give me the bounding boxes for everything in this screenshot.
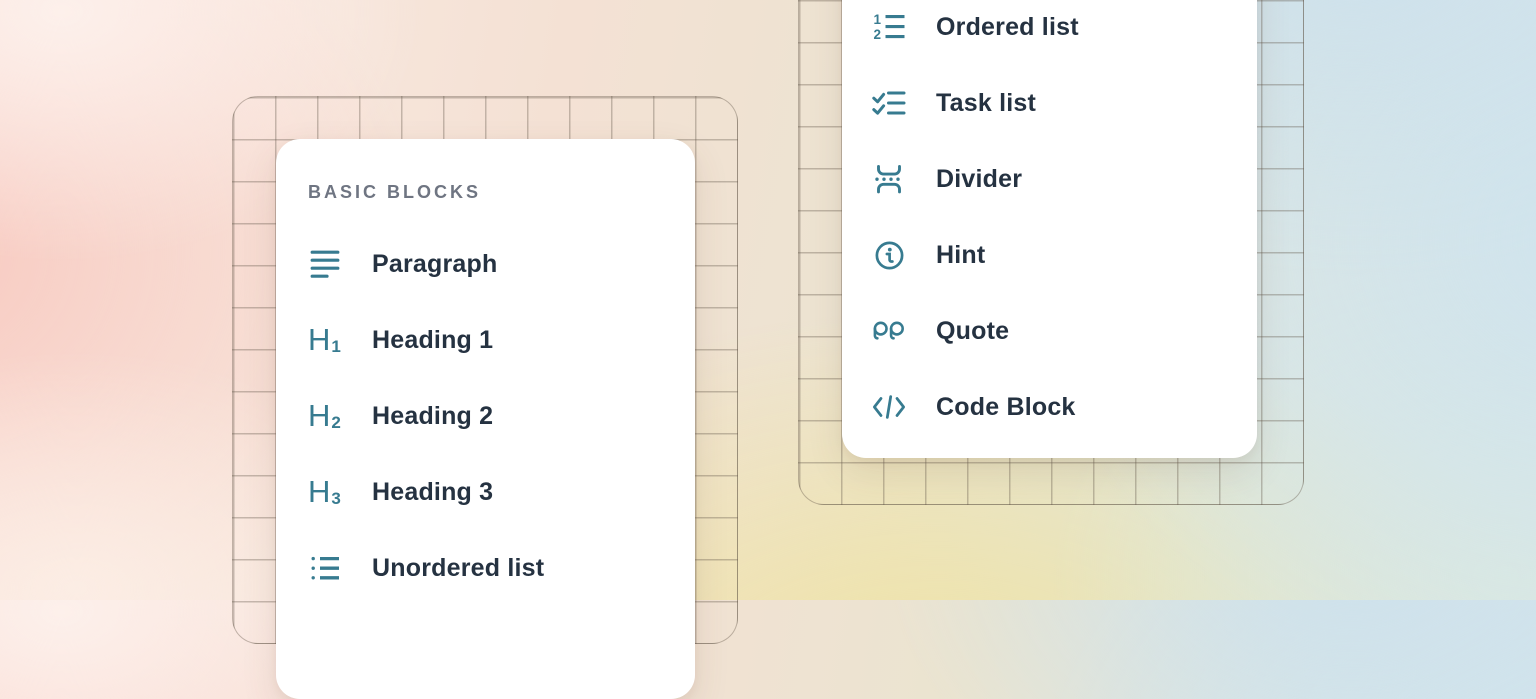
divider-icon bbox=[872, 164, 906, 194]
quote-icon bbox=[872, 319, 906, 344]
paragraph-icon bbox=[308, 249, 342, 279]
menu-item-ordered-list[interactable]: 1 2 Ordered list bbox=[872, 0, 1257, 65]
menu-item-label: Heading 1 bbox=[372, 325, 494, 354]
menu-item-label: Task list bbox=[936, 88, 1036, 117]
menu-item-task-list[interactable]: Task list bbox=[872, 65, 1257, 141]
blocks-menu-card: 1 2 Ordered list Task list bbox=[842, 0, 1257, 458]
task-list-icon bbox=[872, 88, 906, 118]
ordered-list-icon: 1 2 bbox=[872, 12, 906, 42]
menu-item-label: Ordered list bbox=[936, 12, 1079, 41]
menu-item-label: Paragraph bbox=[372, 249, 498, 278]
menu-item-label: Heading 2 bbox=[372, 401, 494, 430]
menu-item-label: Unordered list bbox=[372, 553, 545, 582]
menu-item-label: Hint bbox=[936, 240, 986, 269]
menu-item-unordered-list[interactable]: Unordered list bbox=[308, 530, 695, 606]
menu-item-label: Heading 3 bbox=[372, 477, 494, 506]
menu-item-hint[interactable]: Hint bbox=[872, 217, 1257, 293]
menu-item-label: Code Block bbox=[936, 392, 1076, 421]
menu-item-label: Quote bbox=[936, 316, 1010, 345]
unordered-list-icon bbox=[308, 555, 342, 582]
svg-text:2: 2 bbox=[873, 27, 881, 42]
menu-item-quote[interactable]: Quote bbox=[872, 293, 1257, 369]
section-header-basic-blocks: BASIC BLOCKS bbox=[308, 182, 482, 202]
menu-item-paragraph[interactable]: Paragraph bbox=[308, 226, 695, 302]
menu-item-code-block[interactable]: Code Block bbox=[872, 369, 1257, 445]
code-block-icon bbox=[872, 394, 906, 420]
svg-text:1: 1 bbox=[873, 12, 881, 27]
menu-item-label: Divider bbox=[936, 164, 1023, 193]
menu-item-divider[interactable]: Divider bbox=[872, 141, 1257, 217]
hint-icon bbox=[872, 240, 906, 271]
